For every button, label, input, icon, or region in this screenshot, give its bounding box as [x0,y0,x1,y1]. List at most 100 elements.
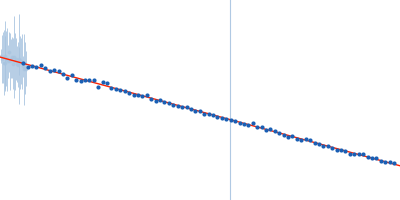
Point [311,141,318,144]
Point [73,78,79,81]
Point [342,149,349,152]
Point [250,121,256,125]
Point [364,155,371,158]
Point [130,93,137,96]
Point [263,128,269,131]
Point [55,70,62,73]
Point [6,50,12,54]
Point [232,120,238,123]
Point [351,153,358,156]
Point [391,162,397,165]
Point [157,99,163,102]
Point [245,124,252,127]
Point [0,54,4,58]
Point [241,123,247,126]
Point [369,157,375,160]
Point [16,59,23,63]
Point [334,148,340,151]
Point [192,109,198,113]
Point [166,101,172,104]
Point [15,57,22,61]
Point [0,61,7,64]
Point [148,97,154,101]
Point [196,109,203,112]
Point [228,118,234,121]
Point [4,58,10,61]
Point [23,67,29,70]
Point [51,68,57,71]
Point [139,94,146,97]
Point [17,61,24,64]
Point [11,56,17,59]
Point [307,138,313,142]
Point [82,79,88,82]
Point [14,62,20,66]
Point [24,65,31,68]
Point [272,129,278,132]
Point [161,101,168,104]
Point [382,161,388,164]
Point [19,60,26,63]
Point [174,105,181,108]
Point [378,160,384,163]
Point [68,73,75,76]
Point [152,100,159,103]
Point [117,89,124,92]
Point [210,113,216,116]
Point [0,58,5,61]
Point [64,76,70,80]
Point [214,116,221,119]
Point [280,133,287,136]
Point [324,144,331,147]
Point [21,68,27,71]
Point [373,156,380,159]
Point [113,87,119,91]
Point [33,66,40,69]
Point [8,57,14,60]
Point [179,106,185,109]
Point [60,72,66,75]
Point [10,62,16,65]
Point [206,113,212,116]
Point [86,79,93,82]
Point [254,126,260,129]
Point [302,137,309,140]
Point [20,65,26,68]
Point [46,69,53,72]
Point [320,144,326,147]
Point [2,61,9,64]
Point [144,94,150,97]
Point [122,90,128,93]
Point [126,92,132,95]
Point [12,60,18,63]
Point [219,117,225,120]
Point [29,64,35,67]
Point [0,56,6,59]
Point [5,60,12,63]
Point [104,82,110,85]
Point [91,78,97,82]
Point [95,85,102,88]
Point [3,57,10,60]
Point [276,131,282,134]
Point [38,64,44,67]
Point [298,138,304,142]
Point [1,55,8,58]
Point [100,81,106,84]
Point [18,60,24,63]
Point [386,161,393,164]
Point [170,103,176,106]
Point [7,60,13,63]
Point [14,63,21,66]
Point [236,121,243,124]
Point [223,117,230,120]
Point [20,61,26,64]
Point [285,135,291,138]
Point [258,125,265,128]
Point [77,79,84,82]
Point [294,137,300,140]
Point [201,112,207,115]
Point [42,67,48,70]
Point [12,57,19,60]
Point [9,56,15,59]
